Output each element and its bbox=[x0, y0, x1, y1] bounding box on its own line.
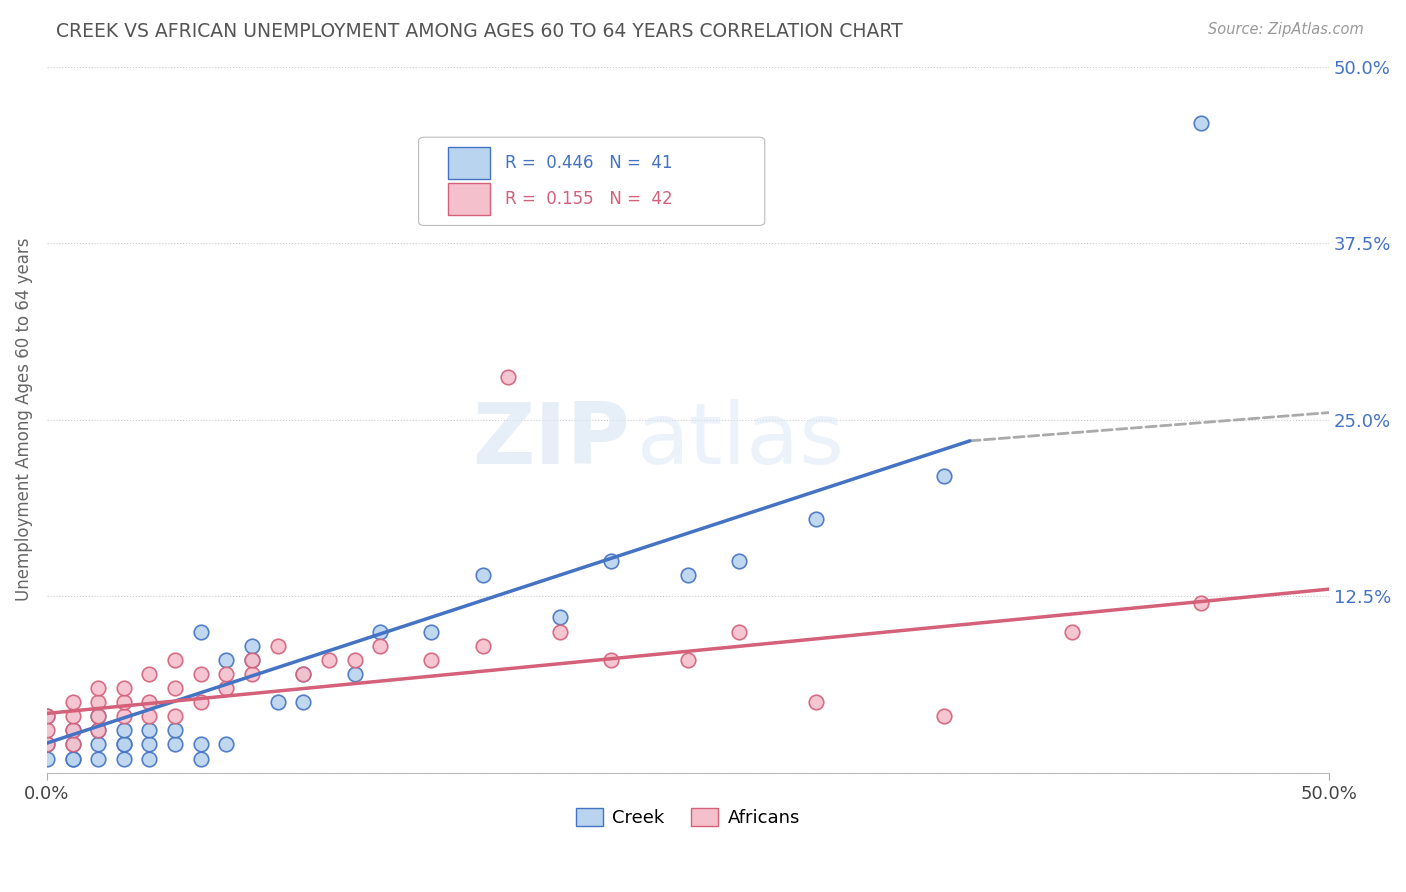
Point bbox=[62, 738, 84, 752]
Point bbox=[165, 723, 187, 738]
Point bbox=[138, 666, 160, 681]
Point bbox=[676, 568, 699, 582]
Point bbox=[1189, 596, 1212, 610]
Point bbox=[87, 695, 110, 709]
Point bbox=[138, 751, 160, 765]
Point bbox=[1189, 116, 1212, 130]
Point bbox=[240, 639, 263, 653]
Point bbox=[728, 554, 751, 568]
FancyBboxPatch shape bbox=[449, 183, 491, 215]
Text: atlas: atlas bbox=[637, 400, 845, 483]
Point bbox=[190, 666, 212, 681]
Point bbox=[35, 723, 58, 738]
Point bbox=[292, 695, 315, 709]
FancyBboxPatch shape bbox=[419, 137, 765, 226]
Text: CREEK VS AFRICAN UNEMPLOYMENT AMONG AGES 60 TO 64 YEARS CORRELATION CHART: CREEK VS AFRICAN UNEMPLOYMENT AMONG AGES… bbox=[56, 22, 903, 41]
Point bbox=[87, 681, 110, 695]
Point bbox=[112, 738, 135, 752]
Point bbox=[292, 666, 315, 681]
Point bbox=[62, 695, 84, 709]
Point bbox=[87, 738, 110, 752]
Point bbox=[138, 695, 160, 709]
Point bbox=[804, 511, 827, 525]
Point bbox=[190, 751, 212, 765]
Point bbox=[266, 639, 288, 653]
Point bbox=[138, 723, 160, 738]
Point bbox=[266, 695, 288, 709]
Point bbox=[35, 738, 58, 752]
Point bbox=[190, 695, 212, 709]
Point bbox=[112, 695, 135, 709]
Point bbox=[62, 723, 84, 738]
Point bbox=[190, 624, 212, 639]
Point bbox=[62, 738, 84, 752]
Point bbox=[420, 653, 443, 667]
Point bbox=[368, 624, 391, 639]
Point bbox=[343, 653, 366, 667]
Point bbox=[35, 709, 58, 723]
Point bbox=[165, 681, 187, 695]
Point bbox=[420, 624, 443, 639]
Point bbox=[112, 681, 135, 695]
Point bbox=[676, 653, 699, 667]
Point bbox=[165, 653, 187, 667]
Point bbox=[112, 738, 135, 752]
Point bbox=[498, 370, 520, 384]
Point bbox=[87, 709, 110, 723]
Point bbox=[190, 738, 212, 752]
Point bbox=[87, 723, 110, 738]
Point bbox=[318, 653, 340, 667]
Point bbox=[112, 709, 135, 723]
Point bbox=[215, 666, 238, 681]
Point bbox=[600, 653, 623, 667]
FancyBboxPatch shape bbox=[449, 147, 491, 179]
Point bbox=[165, 738, 187, 752]
Point bbox=[215, 653, 238, 667]
Point bbox=[240, 666, 263, 681]
Point bbox=[804, 695, 827, 709]
Point bbox=[138, 738, 160, 752]
Point bbox=[62, 751, 84, 765]
Point bbox=[35, 738, 58, 752]
Y-axis label: Unemployment Among Ages 60 to 64 years: Unemployment Among Ages 60 to 64 years bbox=[15, 238, 32, 601]
Point bbox=[112, 751, 135, 765]
Point bbox=[934, 709, 956, 723]
Point bbox=[728, 624, 751, 639]
Point bbox=[138, 709, 160, 723]
Point bbox=[471, 639, 494, 653]
Point bbox=[62, 709, 84, 723]
Point bbox=[600, 554, 623, 568]
Point bbox=[343, 666, 366, 681]
Point bbox=[87, 709, 110, 723]
Point bbox=[292, 666, 315, 681]
Point bbox=[62, 723, 84, 738]
Text: R =  0.446   N =  41: R = 0.446 N = 41 bbox=[505, 154, 672, 172]
Point bbox=[1062, 624, 1084, 639]
Legend: Creek, Africans: Creek, Africans bbox=[568, 800, 807, 834]
Point bbox=[112, 723, 135, 738]
Point bbox=[165, 709, 187, 723]
Text: Source: ZipAtlas.com: Source: ZipAtlas.com bbox=[1208, 22, 1364, 37]
Point bbox=[35, 709, 58, 723]
Point bbox=[35, 751, 58, 765]
Point bbox=[548, 610, 571, 624]
Point bbox=[471, 568, 494, 582]
Point bbox=[240, 653, 263, 667]
Point bbox=[87, 723, 110, 738]
Point bbox=[215, 681, 238, 695]
Point bbox=[87, 751, 110, 765]
Point bbox=[368, 639, 391, 653]
Point bbox=[240, 653, 263, 667]
Point bbox=[62, 751, 84, 765]
Text: ZIP: ZIP bbox=[472, 400, 630, 483]
Point bbox=[215, 738, 238, 752]
Point bbox=[934, 469, 956, 483]
Point bbox=[548, 624, 571, 639]
Text: R =  0.155   N =  42: R = 0.155 N = 42 bbox=[505, 190, 672, 208]
